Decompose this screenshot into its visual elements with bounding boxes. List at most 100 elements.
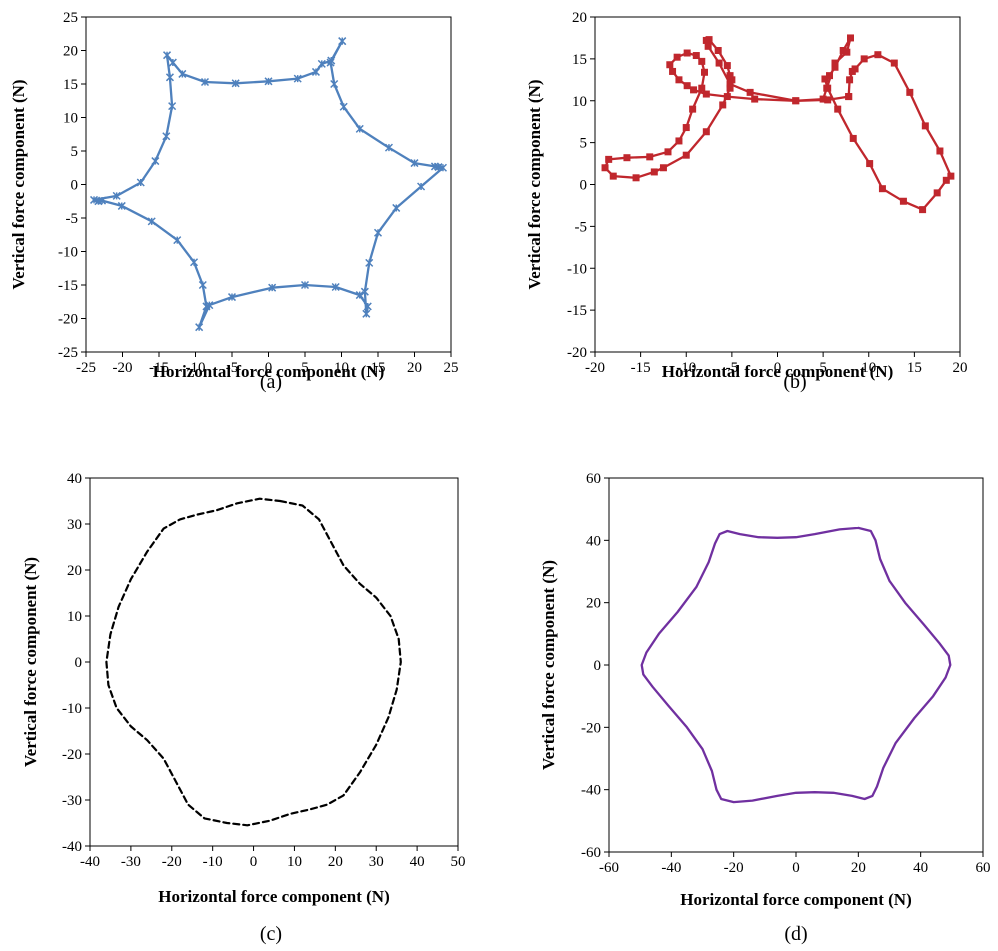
- data-point-marker: [839, 47, 847, 54]
- y-tick-label: 10: [67, 609, 82, 625]
- data-point-marker: [866, 160, 874, 168]
- data-point-marker: [874, 51, 882, 59]
- x-tick-label: -60: [599, 860, 619, 876]
- data-point-marker: [650, 168, 658, 176]
- data-point-marker: [723, 62, 731, 70]
- data-point-marker: [417, 182, 426, 191]
- x-tick-label: -15: [631, 360, 651, 376]
- data-point-marker: [363, 302, 372, 311]
- data-point-marker: [906, 88, 914, 96]
- data-point-marker: [173, 236, 182, 245]
- x-tick-label: -15: [149, 360, 169, 376]
- data-point-marker: [823, 84, 831, 92]
- data-point-marker: [373, 228, 383, 237]
- y-tick-label: 20: [67, 563, 82, 579]
- data-point-marker: [890, 59, 898, 67]
- y-tick-label: 15: [572, 52, 587, 68]
- data-point-marker: [819, 95, 827, 103]
- data-point-marker: [268, 283, 277, 292]
- data-point-marker: [704, 42, 712, 50]
- data-point-marker: [231, 79, 240, 88]
- data-point-marker: [726, 84, 734, 92]
- data-point-marker: [714, 47, 722, 54]
- data-point-marker: [702, 36, 710, 44]
- data-point-marker: [168, 58, 177, 67]
- x-tick-label: -5: [726, 360, 739, 376]
- plot-frame: [608, 477, 984, 853]
- y-tick-label: -25: [58, 345, 78, 361]
- chart-panel-3: -40 -30 -20 -10 0 10 20 30 40 50 -40 -30 -20 -10 0 10 20…: [21, 471, 466, 945]
- data-point-marker: [195, 323, 204, 332]
- data-point-marker: [264, 77, 273, 86]
- panel-caption: (c): [260, 923, 282, 945]
- chart-panel-4: -60 -40 -20 0 20 40 60 -60 -40 -20 0 20 40 60 Horizont…: [539, 471, 991, 945]
- y-tick-label: 10: [63, 111, 78, 127]
- y-tick-label: -30: [62, 793, 82, 809]
- x-tick-label: 0: [265, 360, 273, 376]
- x-tick-label: -10: [676, 360, 696, 376]
- x-axis-label: Horizontal force component (N): [662, 362, 894, 381]
- data-point-marker: [98, 196, 107, 205]
- x-tick-label: 10: [287, 854, 302, 870]
- y-tick-label: 20: [572, 10, 587, 26]
- data-point-marker: [682, 151, 690, 159]
- data-point-marker: [834, 105, 842, 113]
- data-point-marker: [845, 93, 853, 101]
- panel-caption: (d): [784, 923, 807, 945]
- data-point-marker: [726, 72, 734, 80]
- data-point-marker: [947, 172, 955, 180]
- panel-caption: (b): [783, 371, 806, 393]
- data-point-marker: [698, 57, 706, 65]
- data-point-marker: [609, 172, 617, 180]
- data-point-marker: [227, 293, 237, 302]
- data-point-marker: [605, 155, 613, 163]
- y-tick-label: 5: [580, 136, 588, 152]
- plot-frame: [89, 477, 459, 847]
- data-point-marker: [702, 128, 710, 136]
- x-tick-label: 25: [444, 360, 459, 376]
- data-point-marker: [360, 287, 369, 296]
- x-tick-label: -40: [661, 860, 681, 876]
- x-tick-label: -20: [113, 360, 133, 376]
- data-point-marker: [300, 280, 310, 290]
- data-point-marker: [355, 291, 364, 300]
- data-point-marker: [719, 101, 727, 109]
- x-tick-label: 20: [407, 360, 422, 376]
- x-tick-label: 30: [369, 854, 384, 870]
- data-point-marker: [878, 185, 886, 193]
- data-point-marker: [683, 49, 691, 57]
- chart-panel-2: -20 -15 -10 -5 0 5 10 15 20 -20 -15 -10 -5 0 5 10 15 20 Ho…: [525, 10, 968, 393]
- x-tick-label: 20: [851, 860, 866, 876]
- data-point-marker: [601, 164, 609, 172]
- y-tick-label: 10: [572, 94, 587, 110]
- y-tick-label: 0: [580, 178, 588, 194]
- x-tick-label: -20: [724, 860, 744, 876]
- x-tick-label: -25: [76, 360, 96, 376]
- x-tick-label: -20: [585, 360, 605, 376]
- data-point-marker: [919, 206, 927, 214]
- x-tick-label: 60: [976, 860, 991, 876]
- y-tick-label: -20: [62, 747, 82, 763]
- y-tick-label: 20: [63, 44, 78, 60]
- data-point-marker: [746, 88, 754, 96]
- y-tick-label: 60: [586, 471, 601, 487]
- data-point-marker: [936, 147, 944, 155]
- data-point-marker: [326, 58, 335, 67]
- data-point-marker: [846, 76, 854, 84]
- data-point-marker: [673, 53, 681, 61]
- x-tick-label: 50: [451, 854, 466, 870]
- data-point-marker: [675, 137, 683, 145]
- data-point-marker: [792, 97, 800, 105]
- data-point-marker: [190, 258, 199, 267]
- data-point-marker: [851, 65, 859, 73]
- data-point-marker: [205, 301, 214, 310]
- y-tick-label: -10: [567, 261, 587, 277]
- data-point-marker: [136, 178, 145, 187]
- x-tick-label: 40: [913, 860, 928, 876]
- data-point-marker: [362, 309, 371, 318]
- data-point-marker: [147, 217, 156, 226]
- data-point-marker: [384, 143, 393, 152]
- data-point-marker: [751, 95, 759, 103]
- data-point-marker: [683, 82, 691, 90]
